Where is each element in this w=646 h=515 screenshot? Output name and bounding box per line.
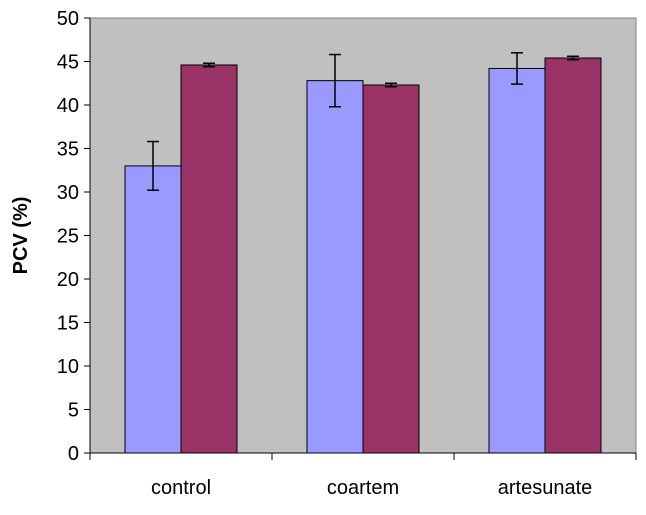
error-bars	[147, 52, 579, 192]
bar	[306, 80, 364, 454]
bar	[488, 67, 546, 454]
bar	[124, 165, 182, 454]
y-tick-label: 20	[57, 269, 79, 291]
y-tick-label: 40	[57, 95, 79, 117]
x-tick-label: artesunate	[498, 477, 593, 499]
y-tick-label: 35	[57, 139, 79, 161]
y-axis-ticks: 0 5 10 15 20 25 30 35 40 45 50	[57, 8, 90, 465]
x-tick-label: control	[151, 477, 211, 499]
bars	[124, 57, 602, 454]
y-tick-label: 15	[57, 313, 79, 335]
y-tick-label: 30	[57, 182, 79, 204]
x-tick-label: coartem	[327, 477, 399, 499]
x-axis-ticks: control coartem artesunate	[89, 453, 637, 499]
bar	[544, 57, 602, 454]
y-tick-label: 5	[68, 400, 79, 422]
y-tick-label: 25	[57, 226, 79, 248]
y-tick-label: 50	[57, 8, 79, 30]
y-tick-label: 45	[57, 52, 79, 74]
bar	[180, 64, 238, 454]
y-tick-label: 0	[68, 443, 79, 465]
y-axis-label: PCV (%)	[10, 197, 32, 275]
y-tick-label: 10	[57, 356, 79, 378]
bar	[362, 84, 420, 454]
